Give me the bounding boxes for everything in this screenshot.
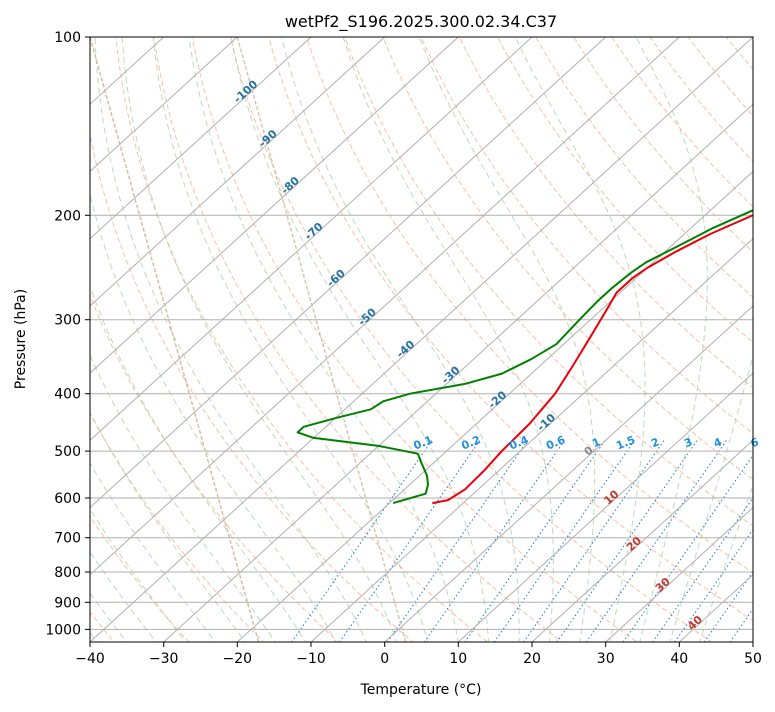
y-tick-label: 300 [54, 313, 81, 329]
x-tick-label: 20 [523, 651, 541, 667]
x-tick-label: −40 [75, 651, 105, 667]
y-tick-label: 1000 [45, 622, 81, 638]
x-tick-label: −20 [223, 651, 253, 667]
x-tick-label: 50 [744, 651, 762, 667]
x-axis-label: Temperature (°C) [360, 682, 482, 698]
chart-title: wetPf2_S196.2025.300.02.34.C37 [285, 12, 557, 32]
y-tick-label: 600 [54, 491, 81, 507]
x-tick-label: 0 [380, 651, 389, 667]
y-tick-label: 900 [54, 595, 81, 611]
y-tick-label: 700 [54, 531, 81, 547]
x-tick-label: −30 [149, 651, 179, 667]
x-tick-label: 30 [597, 651, 615, 667]
y-tick-label: 100 [54, 30, 81, 46]
y-tick-label: 500 [54, 444, 81, 460]
y-tick-label: 400 [54, 387, 81, 403]
x-tick-label: 40 [670, 651, 688, 667]
x-tick-label: 10 [449, 651, 467, 667]
y-axis-label: Pressure (hPa) [13, 289, 29, 389]
x-tick-label: −10 [296, 651, 326, 667]
y-tick-label: 200 [54, 208, 81, 224]
y-tick-label: 800 [54, 565, 81, 581]
